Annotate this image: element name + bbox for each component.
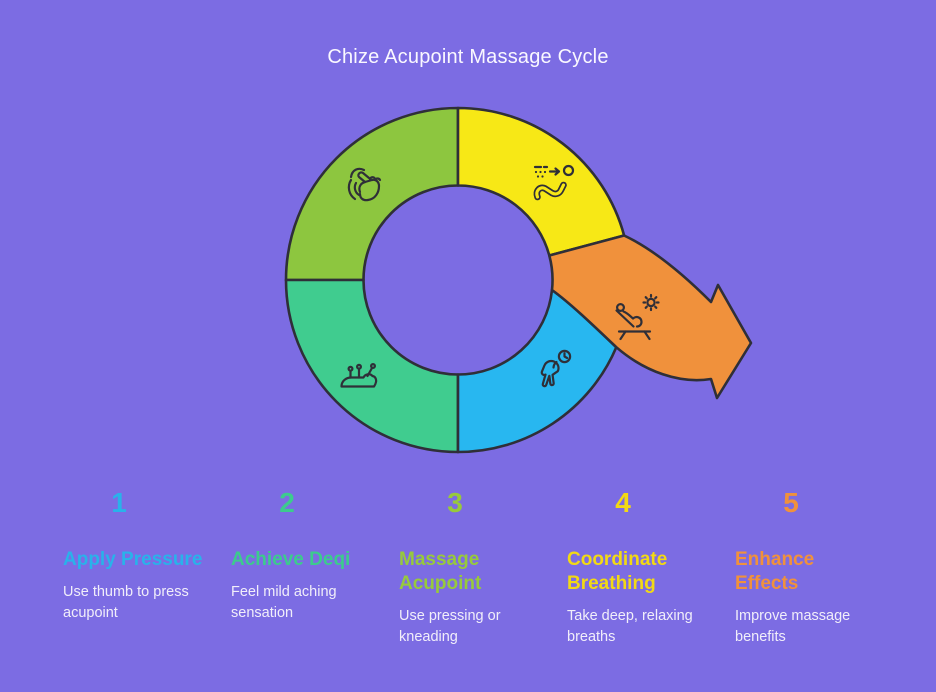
step-column-4: 4 Coordinate Breathing Take deep, relaxi… (567, 489, 717, 648)
step-description: Feel mild aching sensation (231, 584, 337, 621)
breathing-exercise-icon (533, 164, 575, 201)
page-title: Chize Acupoint Massage Cycle (327, 46, 609, 68)
step-number: 5 (783, 487, 799, 518)
timed-press-icon (540, 349, 572, 388)
step-number: 3 (447, 487, 463, 518)
step-column-5: 5 Enhance Effects Improve massage benefi… (735, 489, 885, 648)
cycle-diagram (284, 106, 753, 454)
step-number: 1 (111, 487, 127, 518)
step-title: Coordinate Breathing (567, 549, 668, 594)
step-description: Use pressing or kneading (399, 608, 501, 645)
relaxing-person-icon (615, 293, 660, 341)
step-description: Improve massage benefits (735, 608, 851, 645)
segment-green (284, 106, 460, 282)
step-description: Take deep, relaxing breaths (567, 608, 693, 645)
step-title: Achieve Deqi (231, 549, 351, 570)
cycle-exit-arrow (548, 234, 753, 400)
step-title: Massage Acupoint (399, 549, 482, 594)
segment-yellow (456, 106, 626, 257)
acupuncture-icon (340, 363, 378, 388)
step-number: 2 (279, 487, 295, 518)
step-column-2: 2 Achieve Deqi Feel mild aching sensatio… (231, 489, 381, 624)
step-title: Enhance Effects (735, 549, 815, 594)
pressing-hand-icon (347, 167, 382, 202)
step-number: 4 (615, 487, 631, 518)
step-description: Use thumb to press acupoint (63, 584, 189, 621)
step-column-3: 3 Massage Acupoint Use pressing or knead… (399, 489, 549, 648)
step-title: Apply Pressure (63, 549, 203, 570)
step-column-1: 1 Apply Pressure Use thumb to press acup… (63, 489, 213, 624)
